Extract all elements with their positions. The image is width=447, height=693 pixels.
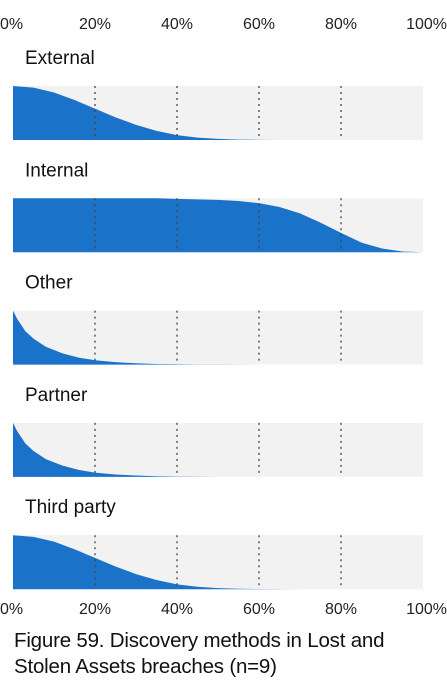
top-tick-label: 20%: [79, 16, 111, 33]
bottom-tick-label: 100%: [406, 601, 447, 618]
panel-background: [13, 310, 423, 365]
panel-background: [13, 422, 423, 477]
density-area: [13, 198, 423, 253]
series-label: Other: [25, 273, 73, 294]
top-tick-label: 0%: [0, 16, 23, 33]
bottom-tick-label: 80%: [325, 601, 357, 618]
density-area: [13, 86, 423, 140]
series-label: External: [25, 48, 95, 69]
density-area: [13, 422, 423, 477]
bottom-tick-label: 40%: [161, 601, 193, 618]
series-label: Third party: [25, 497, 116, 518]
figure-caption: Figure 59. Discovery methods in Lost and…: [14, 629, 385, 678]
panel-third-party: Third party: [13, 497, 423, 590]
panel-external: External: [13, 48, 423, 140]
series-label: Partner: [25, 385, 88, 406]
bottom-tick-label: 20%: [79, 601, 111, 618]
top-tick-label: 60%: [243, 16, 275, 33]
bottom-tick-label: 0%: [0, 601, 23, 618]
bottom-tick-label: 60%: [243, 601, 275, 618]
panel-partner: Partner: [13, 385, 423, 477]
top-tick-label: 100%: [406, 16, 447, 33]
top-tick-label: 40%: [161, 16, 193, 33]
chart: 0% 20% 40% 60% 80% 100% External Internal Other…: [0, 16, 447, 618]
density-area: [13, 535, 423, 590]
density-area: [13, 310, 423, 365]
top-axis-ticks: 0% 20% 40% 60% 80% 100%: [0, 16, 447, 33]
panel-internal: Internal: [13, 160, 423, 253]
bottom-axis-ticks: 0% 20% 40% 60% 80% 100%: [0, 601, 447, 618]
chart-panels: External Internal Other Partner Third party: [13, 48, 423, 590]
top-tick-label: 80%: [325, 16, 357, 33]
panel-other: Other: [13, 273, 423, 365]
series-label: Internal: [25, 160, 88, 181]
